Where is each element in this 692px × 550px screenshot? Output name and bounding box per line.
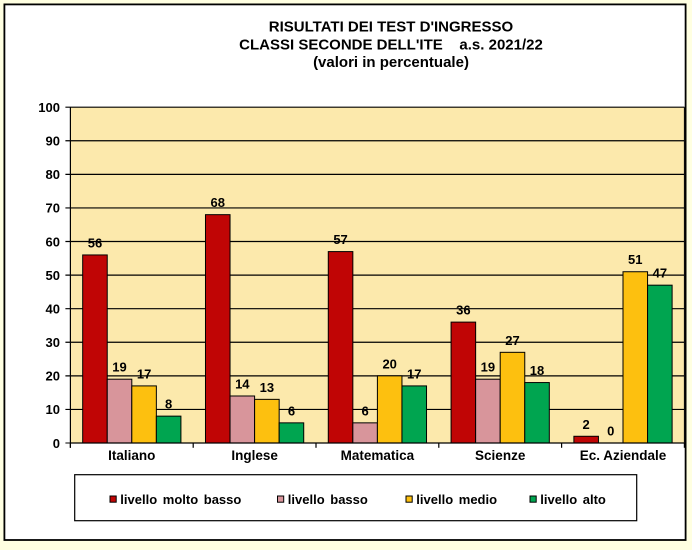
svg-text:Ec. Aziendale: Ec. Aziendale xyxy=(580,448,667,463)
svg-text:56: 56 xyxy=(88,235,102,250)
svg-text:70: 70 xyxy=(46,201,60,216)
svg-text:(valori in percentuale): (valori in percentuale) xyxy=(313,54,469,71)
svg-text:27: 27 xyxy=(505,333,519,348)
svg-text:8: 8 xyxy=(165,397,172,412)
svg-text:30: 30 xyxy=(46,335,60,350)
svg-text:0: 0 xyxy=(53,436,60,451)
svg-text:18: 18 xyxy=(530,363,544,378)
svg-text:2: 2 xyxy=(583,417,590,432)
svg-text:10: 10 xyxy=(46,402,60,417)
svg-text:13: 13 xyxy=(260,380,274,395)
svg-text:Italiano: Italiano xyxy=(108,448,155,463)
svg-text:20: 20 xyxy=(46,369,60,384)
svg-text:68: 68 xyxy=(211,195,225,210)
svg-text:36: 36 xyxy=(456,303,470,318)
svg-text:Inglese: Inglese xyxy=(231,448,278,463)
svg-text:47: 47 xyxy=(653,266,667,281)
svg-text:50: 50 xyxy=(46,268,60,283)
svg-text:17: 17 xyxy=(137,366,151,381)
svg-text:livello basso: livello basso xyxy=(288,492,368,507)
svg-text:6: 6 xyxy=(362,403,369,418)
svg-text:80: 80 xyxy=(46,167,60,182)
svg-text:100: 100 xyxy=(38,100,60,115)
svg-text:60: 60 xyxy=(46,234,60,249)
svg-text:17: 17 xyxy=(407,366,421,381)
svg-text:19: 19 xyxy=(112,360,126,375)
svg-text:0: 0 xyxy=(607,424,614,439)
svg-text:40: 40 xyxy=(46,301,60,316)
svg-text:livello medio: livello medio xyxy=(416,492,497,507)
svg-text:RISULTATI DEI TEST D'INGRESSO: RISULTATI DEI TEST D'INGRESSO xyxy=(269,19,514,36)
svg-text:CLASSI SECONDE DELL'ITE a.s: CLASSI SECONDE DELL'ITE a.s. 2021/22 xyxy=(239,37,543,54)
svg-text:14: 14 xyxy=(235,376,250,391)
svg-text:livello alto: livello alto xyxy=(540,492,606,507)
svg-text:livello molto basso: livello molto basso xyxy=(120,492,241,507)
svg-text:20: 20 xyxy=(382,356,396,371)
svg-text:Scienze: Scienze xyxy=(475,448,526,463)
svg-text:6: 6 xyxy=(288,403,295,418)
svg-text:51: 51 xyxy=(628,252,642,267)
svg-text:19: 19 xyxy=(481,360,495,375)
svg-text:57: 57 xyxy=(333,232,347,247)
svg-text:90: 90 xyxy=(46,134,60,149)
svg-text:Matematica: Matematica xyxy=(341,448,415,463)
